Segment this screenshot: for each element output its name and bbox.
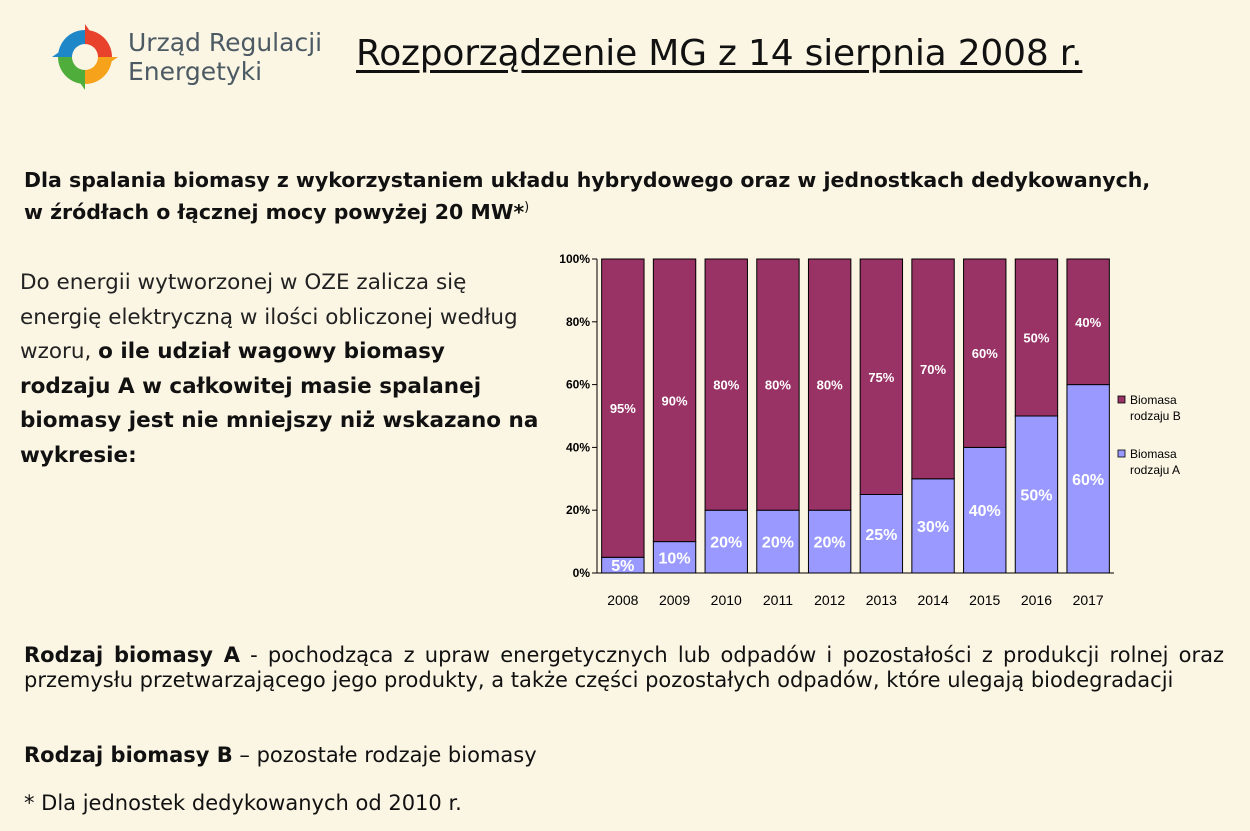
x-tick-label: 2015 — [969, 592, 1000, 608]
data-label-b: 60% — [972, 346, 998, 361]
legend-swatch — [1117, 449, 1126, 458]
data-label-b: 90% — [662, 393, 688, 408]
y-tick-label: 40% — [566, 440, 590, 454]
x-tick-label: 2008 — [607, 592, 638, 608]
bar-biomasa-b — [807, 258, 852, 511]
data-label-a: 20% — [814, 535, 846, 552]
data-label-b: 70% — [920, 362, 946, 377]
definitions: Rodzaj biomasy A - pochodząca z upraw en… — [24, 643, 1224, 693]
data-label-a: 30% — [917, 519, 949, 536]
y-tick-label: 60% — [566, 378, 590, 392]
definition-a: Rodzaj biomasy A - pochodząca z upraw en… — [24, 643, 1224, 693]
data-label-b: 95% — [610, 401, 636, 416]
bar-biomasa-b — [1066, 258, 1110, 386]
definition-b-term: Rodzaj biomasy B — [24, 743, 233, 767]
data-label-a: 5% — [611, 558, 634, 575]
x-tick-label: 2010 — [711, 592, 742, 608]
legend-swatch — [1117, 395, 1126, 404]
x-tick-label: 2012 — [814, 592, 845, 608]
logo-line1: Urząd Regulacji — [128, 28, 323, 57]
x-tick-label: 2011 — [763, 592, 793, 608]
y-tick-label: 0% — [573, 566, 591, 580]
description: Do energii wytworzonej w OZE zalicza się… — [20, 266, 540, 473]
definition-b-text: – pozostałe rodzaje biomasy — [232, 743, 537, 767]
heading-line1: Dla spalania biomasy z wykorzystaniem uk… — [24, 168, 1151, 192]
bar-biomasa-b — [911, 258, 955, 480]
legend-label-line1: Biomasa — [1130, 447, 1177, 461]
data-label-b: 80% — [713, 378, 739, 393]
ure-logo-icon — [52, 24, 118, 90]
legend-label-line1: Biomasa — [1130, 393, 1177, 407]
bar-biomasa-b — [963, 258, 1007, 448]
data-label-a: 10% — [659, 550, 691, 567]
data-label-b: 80% — [765, 378, 791, 393]
logo-text: Urząd Regulacji Energetyki — [128, 28, 322, 86]
definition-a-term: Rodzaj biomasy A — [24, 643, 240, 667]
definition-a-text: - pochodząca z upraw energetycznych lub … — [24, 643, 1225, 692]
logo-line2: Energetyki — [128, 57, 263, 86]
bar-biomasa-a — [911, 478, 955, 574]
bar-biomasa-b — [704, 258, 748, 511]
section-heading: Dla spalania biomasy z wykorzystaniem uk… — [24, 166, 1234, 226]
bar-biomasa-a — [756, 509, 800, 574]
data-label-a: 50% — [1020, 488, 1052, 505]
heading-sup: ) — [524, 200, 530, 215]
page-title: Rozporządzenie MG z 14 sierpnia 2008 r. — [356, 33, 1083, 74]
bar-biomasa-a — [807, 509, 852, 574]
data-label-a: 60% — [1072, 472, 1104, 489]
description-bold: o ile udział wagowy biomasy rodzaju A w … — [20, 339, 539, 468]
data-label-b: 80% — [817, 378, 843, 393]
bar-biomasa-a — [652, 541, 697, 574]
bar-biomasa-b — [1014, 258, 1059, 417]
y-tick-label: 20% — [566, 503, 590, 517]
x-tick-label: 2009 — [659, 592, 690, 608]
footnote: * Dla jednostek dedykowanych od 2010 r. — [24, 791, 462, 815]
data-label-b: 50% — [1023, 331, 1049, 346]
heading-line2: w źródłach o łącznej mocy powyżej 20 MW*… — [24, 194, 1234, 226]
data-label-a: 25% — [865, 527, 897, 544]
y-tick-label: 100% — [559, 252, 590, 266]
legend-label-line2: rodzaju A — [1130, 463, 1180, 477]
y-tick-label: 80% — [566, 315, 590, 329]
data-label-a: 40% — [969, 503, 1001, 520]
data-label-a: 20% — [710, 535, 742, 552]
ure-logo: Urząd Regulacji Energetyki — [52, 24, 342, 94]
x-tick-label: 2013 — [866, 592, 897, 608]
bar-biomasa-a — [1014, 415, 1059, 574]
bar-biomasa-b — [859, 258, 904, 495]
data-label-b: 75% — [868, 370, 894, 385]
stacked-bar-chart: 0% 20% 40% 60% 80% 100% 5% 95% 2008 10% 90% 2009 20%… — [559, 252, 1181, 608]
definition-b: Rodzaj biomasy B – pozostałe rodzaje bio… — [24, 743, 537, 767]
description-normal: Do energii wytworzonej w OZE zalicza się… — [20, 270, 518, 364]
legend-label-line2: rodzaju B — [1130, 409, 1181, 423]
x-tick-label: 2014 — [917, 592, 948, 608]
x-tick-label: 2016 — [1021, 592, 1052, 608]
bar-biomasa-a — [859, 494, 904, 574]
bar-biomasa-a — [1066, 384, 1110, 574]
bar-biomasa-b — [756, 258, 800, 511]
x-tick-label: 2017 — [1073, 592, 1104, 608]
bar-biomasa-b — [601, 258, 645, 558]
heading-line2-text: w źródłach o łącznej mocy powyżej 20 MW* — [24, 199, 525, 224]
data-label-a: 20% — [762, 535, 794, 552]
data-label-b: 40% — [1075, 315, 1101, 330]
bar-biomasa-b — [652, 258, 697, 543]
